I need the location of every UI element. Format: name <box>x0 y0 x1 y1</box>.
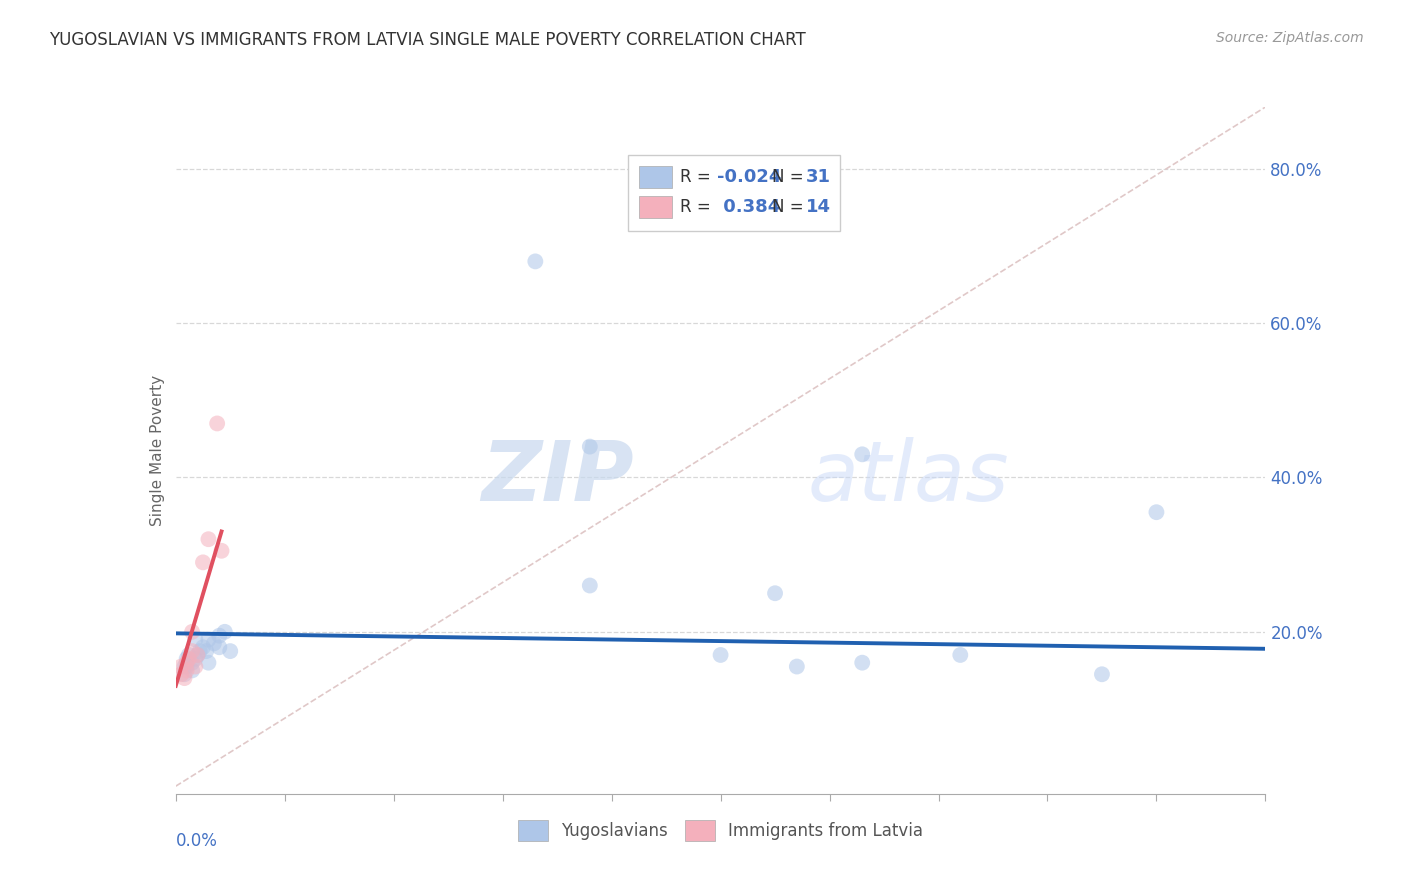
Point <box>173 671 195 685</box>
Text: atlas: atlas <box>807 437 1010 518</box>
Point <box>177 652 200 666</box>
Point <box>195 644 218 658</box>
Point <box>181 644 204 658</box>
Text: R =: R = <box>681 168 716 186</box>
Point <box>202 636 225 650</box>
Point <box>170 659 193 673</box>
Text: -0.024: -0.024 <box>717 168 782 186</box>
Text: 14: 14 <box>806 198 831 217</box>
Point <box>177 648 200 662</box>
Point <box>170 667 193 681</box>
Point <box>851 656 873 670</box>
Point <box>197 632 219 647</box>
Point <box>851 447 873 461</box>
Point <box>197 532 219 546</box>
FancyBboxPatch shape <box>638 196 672 219</box>
Point <box>208 640 231 655</box>
Point <box>786 659 808 673</box>
Point <box>214 624 236 639</box>
Point <box>176 659 198 673</box>
Point <box>191 555 214 569</box>
FancyBboxPatch shape <box>638 166 672 188</box>
Text: Source: ZipAtlas.com: Source: ZipAtlas.com <box>1216 31 1364 45</box>
Point <box>1144 505 1167 519</box>
Point <box>181 656 204 670</box>
Point <box>186 648 209 662</box>
Point <box>176 664 198 678</box>
Point <box>184 652 207 666</box>
Point <box>184 632 207 647</box>
Point <box>181 624 204 639</box>
FancyBboxPatch shape <box>628 155 841 231</box>
Point <box>1091 667 1114 681</box>
Point <box>205 417 228 431</box>
Legend: Yugoslavians, Immigrants from Latvia: Yugoslavians, Immigrants from Latvia <box>512 814 929 847</box>
Point <box>763 586 786 600</box>
Point <box>181 664 204 678</box>
Point <box>191 640 214 655</box>
Text: 0.384: 0.384 <box>717 198 780 217</box>
Text: R =: R = <box>681 198 716 217</box>
Point <box>524 254 547 268</box>
Text: N =: N = <box>772 198 808 217</box>
Text: YUGOSLAVIAN VS IMMIGRANTS FROM LATVIA SINGLE MALE POVERTY CORRELATION CHART: YUGOSLAVIAN VS IMMIGRANTS FROM LATVIA SI… <box>49 31 806 49</box>
Point <box>176 656 198 670</box>
Point <box>710 648 733 662</box>
Point <box>176 652 198 666</box>
Point <box>219 644 242 658</box>
Point <box>173 659 195 673</box>
Point <box>211 543 233 558</box>
Text: ZIP: ZIP <box>481 437 633 518</box>
Point <box>184 659 207 673</box>
Text: 31: 31 <box>806 168 831 186</box>
Point <box>579 578 602 592</box>
Y-axis label: Single Male Poverty: Single Male Poverty <box>149 375 165 526</box>
Point <box>188 644 211 658</box>
Point <box>186 648 209 662</box>
Point <box>949 648 972 662</box>
Point <box>173 667 195 681</box>
Text: N =: N = <box>772 168 808 186</box>
Point <box>579 440 602 454</box>
Point <box>197 656 219 670</box>
Text: 0.0%: 0.0% <box>176 831 218 850</box>
Point <box>208 629 231 643</box>
